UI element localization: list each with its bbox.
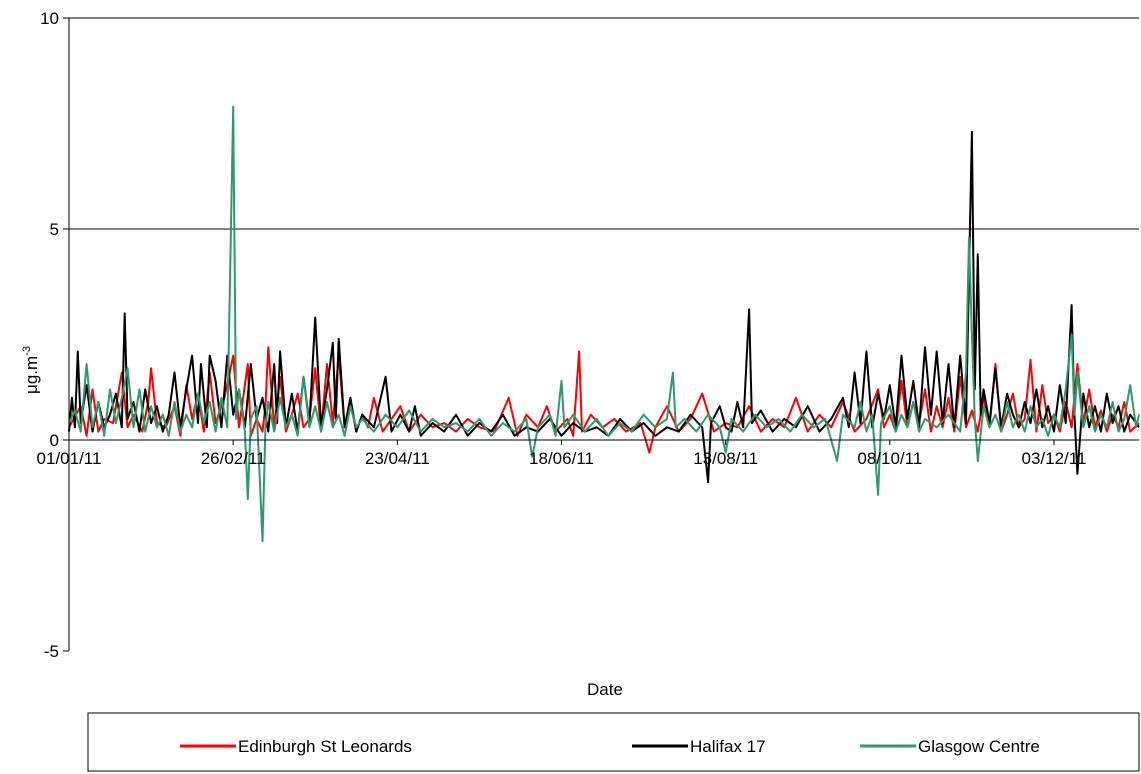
axes (63, 17, 1139, 652)
x-tick-label: 08/10/11 (857, 449, 922, 468)
legend-box (87, 712, 1140, 772)
y-axis-title: μg.m-3 (21, 346, 41, 394)
y-tick-label: 0 (50, 431, 59, 450)
series-line-glasgow-centre (68, 105, 1140, 543)
x-tick-label: 03/12/11 (1022, 449, 1087, 468)
x-tick-label: 13/08/11 (693, 449, 758, 468)
series-line-halifax-17 (68, 130, 1140, 484)
y-tick-label: 5 (50, 220, 59, 239)
y-axis-title-main: μg.m (22, 356, 41, 394)
legend-label-halifax-17: Halifax 17 (690, 737, 766, 756)
y-tick-label: 10 (40, 9, 59, 28)
x-axis-title: Date (587, 680, 623, 699)
x-tick-label: 01/01/11 (37, 449, 102, 468)
x-tick-label: 18/06/11 (529, 449, 594, 468)
legend: Edinburgh St Leonards Halifax 17 Glasgow C… (87, 712, 1140, 772)
y-tick-labels: -5 0 5 10 (40, 9, 59, 661)
series-line-edinburgh-st-leonards (68, 346, 1140, 454)
series-lines (68, 105, 1140, 543)
gridlines (69, 17, 1139, 230)
x-tick-labels: 01/01/11 26/02/11 23/04/11 18/06/11 13/08/11… (37, 449, 1087, 468)
legend-label-glasgow-centre: Glasgow Centre (918, 737, 1040, 756)
legend-label-edinburgh-st-leonards: Edinburgh St Leonards (238, 737, 412, 756)
y-tick-label: -5 (44, 642, 59, 661)
x-tick-label: 26/02/11 (201, 449, 266, 468)
x-tick-label: 23/04/11 (365, 449, 430, 468)
y-axis-title-superscript: -3 (21, 346, 33, 356)
